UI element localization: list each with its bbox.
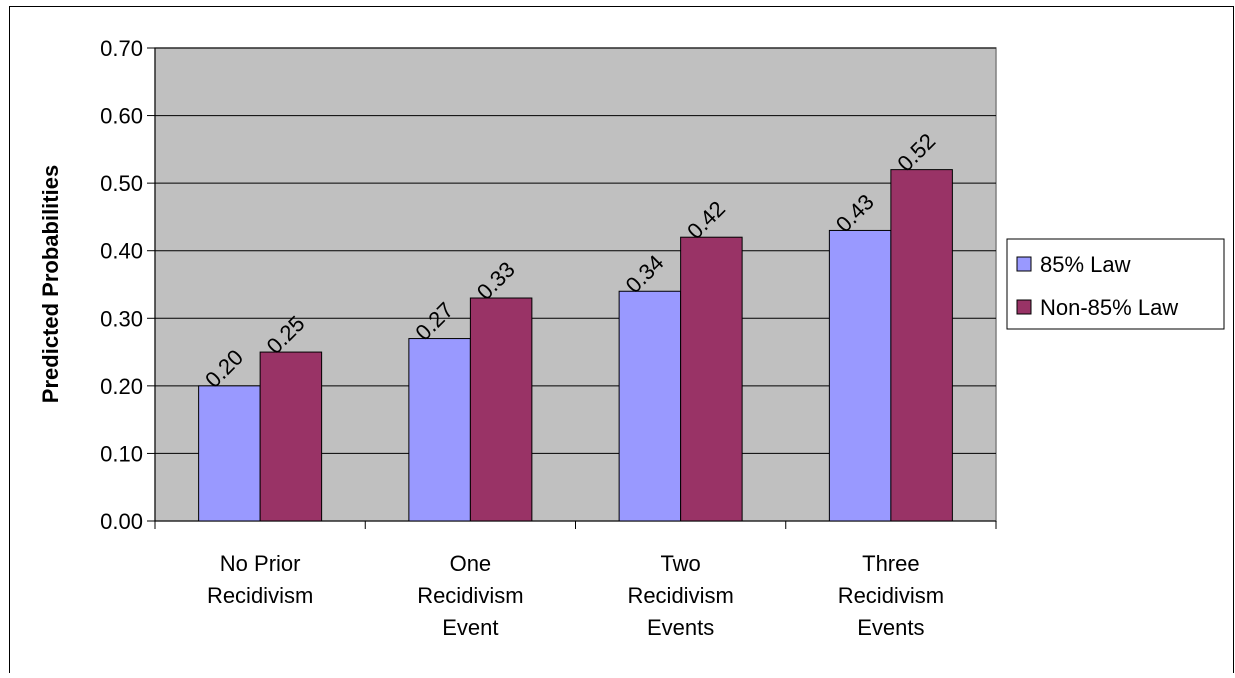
x-category-label-line: Recidivism bbox=[838, 583, 944, 608]
y-tick-label: 0.30 bbox=[100, 306, 143, 331]
x-category-label-line: Two bbox=[660, 551, 700, 576]
legend-swatch-non-85-law bbox=[1016, 299, 1032, 315]
bar bbox=[618, 290, 682, 522]
bar bbox=[890, 169, 953, 522]
bar bbox=[259, 351, 323, 522]
y-tick-label: 0.00 bbox=[100, 509, 143, 534]
x-category-label-line: No Prior bbox=[220, 551, 301, 576]
bar bbox=[198, 385, 261, 522]
legend-label-85-law: 85% Law bbox=[1040, 252, 1131, 277]
bar bbox=[408, 338, 471, 522]
legend-label-non-85-law: Non-85% Law bbox=[1040, 295, 1178, 320]
legend-box bbox=[1006, 238, 1225, 330]
x-category-label: One Recidivism Event bbox=[417, 551, 523, 640]
bar bbox=[469, 297, 533, 522]
y-tick-label: 0.60 bbox=[100, 104, 143, 129]
x-category-label-line: Recidivism bbox=[627, 583, 733, 608]
x-category-label-line: One bbox=[450, 551, 492, 576]
x-category-label-line: Three bbox=[862, 551, 919, 576]
bars bbox=[198, 169, 953, 522]
x-category-label: Two Recidivism Events bbox=[627, 551, 733, 640]
y-axis-title: Predicted Probabilities bbox=[38, 165, 63, 403]
x-category-label-line: Recidivism bbox=[207, 583, 313, 608]
y-tick-label: 0.10 bbox=[100, 441, 143, 466]
x-category-label-line: Events bbox=[647, 615, 714, 640]
x-category-label-line: Events bbox=[857, 615, 924, 640]
y-tick-label: 0.50 bbox=[100, 171, 143, 196]
x-category-label: No Prior Recidivism bbox=[207, 551, 313, 608]
x-category-label-line: Event bbox=[442, 615, 498, 640]
y-tick-label: 0.70 bbox=[100, 36, 143, 61]
legend-swatch-85-law bbox=[1016, 256, 1032, 272]
y-tick-label: 0.20 bbox=[100, 374, 143, 399]
axes: 0.00 0.10 0.20 0.30 0.40 0.50 0.60 0.70 No Prior… bbox=[100, 36, 997, 640]
y-tick-label: 0.40 bbox=[100, 239, 143, 264]
bar bbox=[680, 236, 743, 522]
x-category-label-line: Recidivism bbox=[417, 583, 523, 608]
bar bbox=[828, 229, 892, 522]
x-category-label: Three Recidivism Events bbox=[838, 551, 944, 640]
legend: 85% Law Non-85% Law bbox=[1006, 238, 1225, 330]
